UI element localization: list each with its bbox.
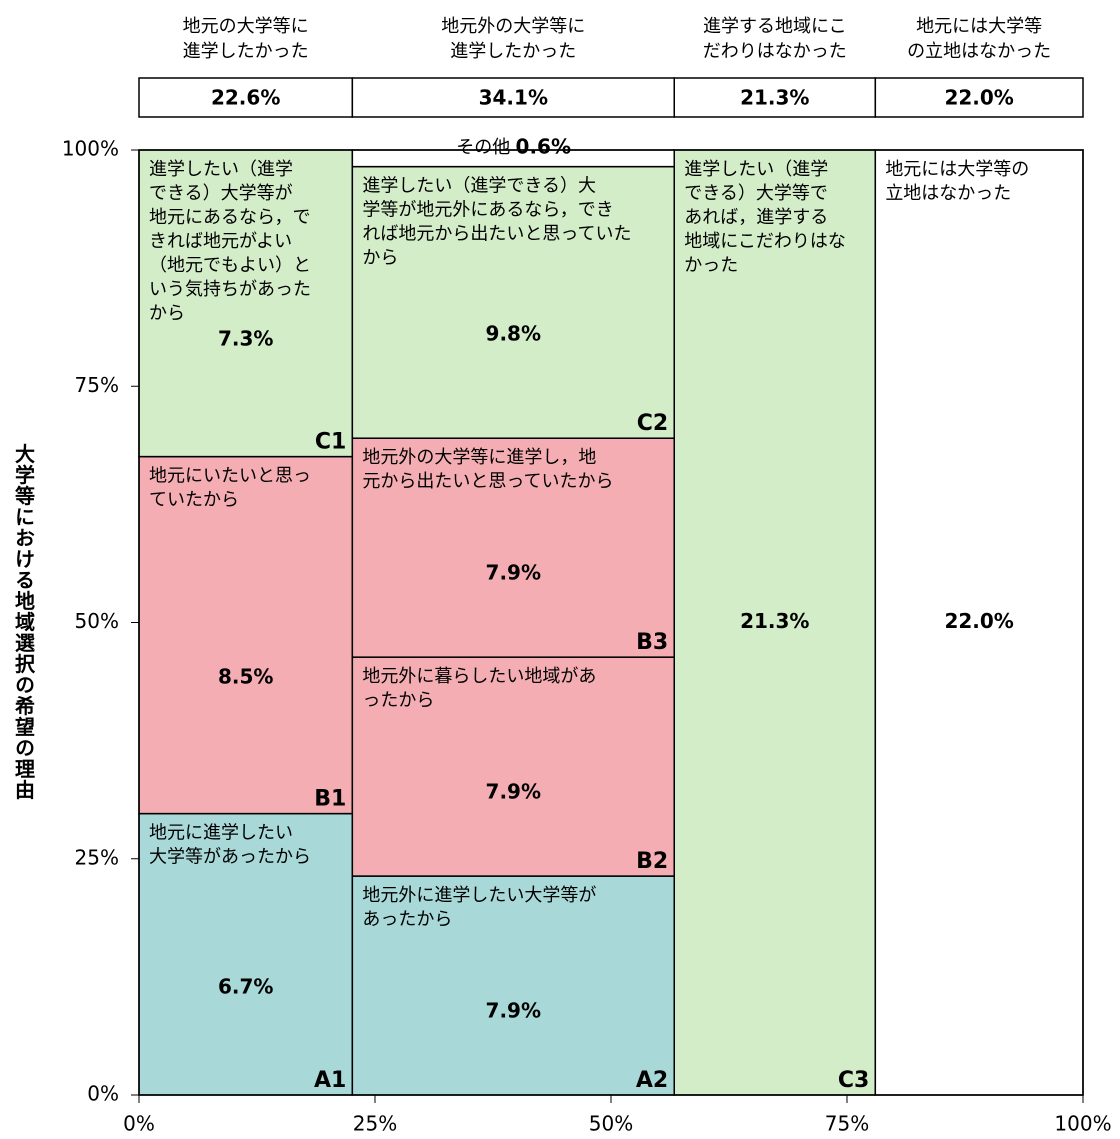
segment-value: 7.9%: [486, 998, 541, 1022]
segment-text: 学等が地元外にあるなら，でき: [362, 200, 613, 221]
segment-text: 地元には大学等の: [885, 159, 1029, 180]
segment-text: できる）大学等が: [149, 183, 293, 204]
segment-text: あれば，進学する: [684, 207, 828, 228]
x-tick-label: 0%: [123, 1112, 155, 1136]
segment-code: B3: [636, 630, 668, 655]
segment-text: 地元にあるなら，で: [149, 207, 310, 228]
header-cell: [874, 77, 1084, 118]
segment-text: 地元外の大学等に進学し，地: [362, 447, 596, 468]
x-tick-label: 25%: [353, 1112, 397, 1136]
segment-text: あったから: [362, 909, 452, 930]
column-header: 進学したかった: [450, 41, 576, 62]
segment: [351, 875, 675, 1096]
column-header: 地元には大学等: [916, 16, 1042, 37]
header-value: 22.6%: [211, 86, 280, 110]
segment-text: かった: [684, 255, 738, 276]
column-header: 進学する地域にこ: [703, 16, 847, 37]
column-header: 進学したかった: [183, 41, 309, 62]
segment-value: 8.5%: [218, 664, 273, 688]
x-tick-label: 50%: [589, 1112, 633, 1136]
y-tick-label: 0%: [87, 1082, 119, 1106]
column-header: 地元の大学等に: [183, 16, 309, 37]
segment: [138, 149, 354, 458]
header-value: 34.1%: [479, 86, 548, 110]
x-tick-label: 100%: [1054, 1112, 1111, 1136]
segment-text: 立地はなかった: [885, 183, 1011, 204]
segment-text: 地域にこだわりはな: [684, 231, 846, 252]
y-axis-label: 大学等における地域選択の希望の理由: [12, 443, 36, 800]
segment-text: 進学したい（進学できる）大: [362, 176, 596, 197]
segment-text: から: [362, 248, 398, 269]
segment-code: C3: [838, 1068, 869, 1093]
plot-frame: [138, 149, 1084, 1096]
segment-code: C1: [315, 430, 346, 455]
segment-text: 地元に進学したい: [149, 823, 293, 844]
segment: [351, 437, 675, 658]
segment-value: 0.6%: [516, 135, 571, 159]
segment-value: 7.9%: [486, 560, 541, 584]
segment-text: 大学等があったから: [149, 847, 311, 868]
segment-value: 21.3%: [740, 609, 809, 633]
segment: [351, 149, 675, 168]
segment-label: その他: [456, 137, 510, 158]
segment-code: C2: [637, 411, 668, 436]
segment-text: 地元にいたいと思っ: [149, 466, 311, 487]
segment-value: 6.7%: [218, 975, 273, 999]
segment-text: 進学したい（進学: [684, 159, 828, 180]
column-header: の立地はなかった: [907, 41, 1051, 62]
segment-text: できる）大学等で: [684, 183, 828, 204]
segment-code: A2: [636, 1068, 668, 1093]
segment-value: 22.0%: [944, 609, 1013, 633]
segment-value: 9.8%: [486, 322, 541, 346]
segment-text: 進学したい（進学: [149, 159, 293, 180]
segment-text: きれば地元がよい: [149, 231, 292, 252]
column-header: だわりはなかった: [703, 41, 847, 62]
segment-text: 地元外に進学したい大学等が: [362, 885, 596, 906]
x-tick-label: 75%: [825, 1112, 869, 1136]
column-header: 地元外の大学等に: [441, 16, 585, 37]
segment-code: B2: [636, 849, 668, 874]
y-tick-label: 50%: [75, 609, 119, 633]
segment: [874, 149, 1084, 1096]
segment-text: れば地元から出たいと思っていた: [362, 224, 631, 245]
header-cell: [351, 77, 675, 118]
y-tick-label: 75%: [75, 373, 119, 397]
segment: [138, 455, 354, 815]
y-tick-label: 25%: [75, 845, 119, 869]
segment-text: ていたから: [149, 490, 239, 511]
segment-text: 地元外に暮らしたい地域があ: [362, 666, 596, 687]
segment: [351, 656, 675, 877]
header-cell: [673, 77, 877, 118]
segment-value: 7.3%: [218, 327, 273, 351]
segment-text: から: [149, 303, 185, 324]
segment-text: （地元でもよい）と: [149, 255, 311, 276]
y-tick-label: 100%: [62, 137, 119, 161]
header-value: 22.0%: [944, 86, 1013, 110]
segment-code: B1: [314, 787, 346, 812]
segment: [351, 165, 675, 439]
segment-text: ったから: [362, 690, 434, 711]
segment-code: A1: [314, 1068, 346, 1093]
segment-text: 元から出たいと思っていたから: [362, 471, 613, 492]
segment: [673, 149, 877, 1096]
segment-value: 7.9%: [486, 779, 541, 803]
header-value: 21.3%: [740, 86, 809, 110]
segment-text: いう気持ちがあった: [149, 279, 311, 300]
